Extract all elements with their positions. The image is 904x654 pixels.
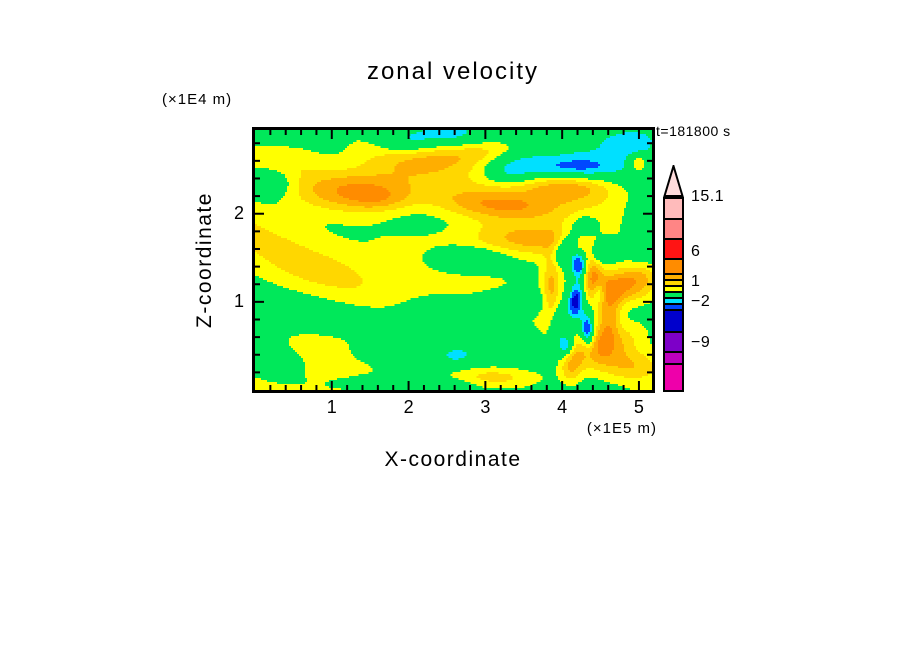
colorbar-overflow-arrow-icon — [663, 165, 684, 197]
axis-ticks — [255, 130, 652, 390]
colorbar-band — [665, 258, 682, 273]
colorbar-band — [665, 309, 682, 331]
colorbar-band — [665, 291, 682, 297]
x-tick-label: 1 — [326, 397, 337, 417]
plot-area — [252, 127, 655, 393]
colorbar-tick-label: 6 — [691, 243, 701, 260]
x-tick-label: 5 — [633, 397, 644, 417]
timestamp-label: t=181800 s — [656, 123, 731, 139]
colorbar-band — [665, 285, 682, 291]
y-axis-unit-label: (×1E4 m) — [162, 91, 233, 108]
colorbar-band — [665, 199, 682, 218]
x-tick-label: 3 — [480, 397, 491, 417]
colorbar-band — [665, 238, 682, 258]
z-tick-label: 2 — [233, 202, 244, 223]
colorbar-band — [665, 279, 682, 285]
colorbar-tick-label: −9 — [691, 334, 711, 351]
colorbar-band — [665, 273, 682, 279]
z-tick-label: 1 — [233, 290, 244, 311]
x-tick-label: 2 — [403, 397, 414, 417]
colorbar-band — [665, 218, 682, 238]
colorbar-tick-label: 15.1 — [691, 188, 725, 205]
colorbar-tick-label: −2 — [691, 293, 711, 310]
colorbar: 15.1 6 1 −2 −9 — [663, 165, 724, 392]
colorbar-tick-label: 1 — [691, 273, 701, 290]
x-axis-title: X-coordinate — [384, 448, 522, 471]
colorbar-band — [665, 297, 682, 303]
x-tick-label: 4 — [557, 397, 568, 417]
colorbar-band — [665, 351, 682, 363]
colorbar-bands — [663, 197, 684, 392]
contour-field-canvas — [255, 130, 652, 390]
colorbar-band — [665, 331, 682, 351]
colorbar-band — [665, 303, 682, 309]
x-axis-unit-label: (×1E5 m) — [586, 420, 657, 437]
z-axis-title: Z-coordinate — [193, 192, 216, 328]
colorbar-band — [665, 363, 682, 390]
plot-title: zonal velocity — [366, 58, 540, 85]
